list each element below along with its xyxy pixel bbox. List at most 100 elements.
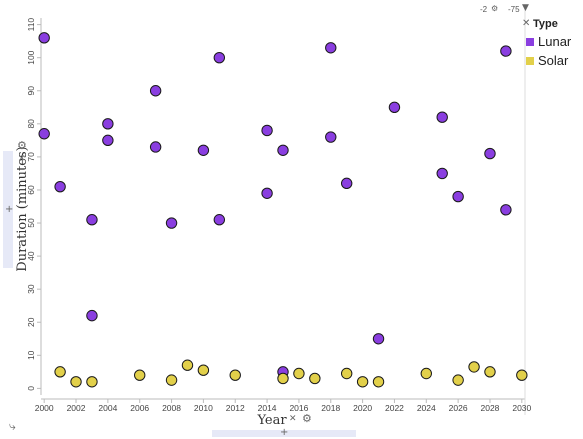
x-tick-label: 2016 [289,403,308,413]
data-point-solar[interactable] [356,376,369,388]
x-tick-label: 2012 [226,403,245,413]
legend-item-lunar[interactable]: Lunar [526,34,581,49]
y-tick-label: 40 [26,251,36,261]
data-point-solar[interactable] [70,376,82,388]
plus-icon[interactable]: + [280,427,289,438]
x-tick-label: 2022 [385,403,404,413]
data-point-solar[interactable] [229,369,241,381]
data-point-lunar[interactable] [38,128,50,140]
y-tick-label: 60 [26,185,36,195]
data-point-solar[interactable] [452,374,464,386]
axis-swap-icon[interactable]: ⤷ [9,419,16,433]
y-axis-title: Duration (minutes) [15,146,30,271]
y-tick-label: 20 [26,317,36,327]
data-point-solar[interactable] [165,374,178,386]
data-point-lunar[interactable] [500,204,512,216]
data-point-lunar[interactable] [436,111,448,123]
data-point-lunar[interactable] [54,180,66,193]
gear-icon[interactable]: ⚙ [302,412,312,425]
legend-swatch-lunar [526,37,534,46]
data-point-lunar[interactable] [165,217,178,229]
series-solar [54,359,528,388]
data-point-lunar[interactable] [500,45,512,57]
data-point-lunar[interactable] [86,309,98,322]
data-point-lunar[interactable] [149,141,162,153]
legend-label-solar: Solar [538,53,569,68]
data-point-solar[interactable] [372,376,385,388]
legend: Type Lunar Solar [526,18,581,68]
data-point-solar[interactable] [134,369,146,381]
y-axis-drag-bar[interactable] [3,151,13,268]
data-point-lunar[interactable] [149,85,162,97]
data-point-lunar[interactable] [102,118,114,130]
data-point-lunar[interactable] [340,177,353,190]
close-icon[interactable]: ✕ [289,414,297,424]
x-axis-drag-bar[interactable] [212,430,356,437]
y-tick-label: 10 [26,350,36,360]
data-point-lunar[interactable] [452,190,464,203]
data-point-lunar[interactable] [261,124,273,137]
y-tick-label: 80 [26,119,36,129]
y-tick-label: 110 [26,18,36,32]
data-point-solar[interactable] [277,372,289,385]
data-point-lunar[interactable] [213,51,226,64]
data-point-solar[interactable] [309,372,321,385]
x-tick-label: 2000 [35,403,54,413]
data-point-solar[interactable] [516,369,528,381]
data-points [38,32,528,388]
x-tick-label: 2004 [98,403,117,413]
x-tick-label: 2008 [162,403,181,413]
series-lunar [38,32,512,378]
top-left-value: -2 [480,5,488,14]
plus-icon[interactable]: + [5,204,14,215]
data-point-lunar[interactable] [372,333,385,345]
data-point-solar[interactable] [181,359,194,371]
x-tick-label: 2030 [512,403,531,413]
data-point-solar[interactable] [420,367,432,380]
x-axis-title: Year [256,413,287,428]
gear-icon[interactable]: ⚙ [491,4,499,13]
data-point-solar[interactable] [86,376,98,388]
y-tick-label: 90 [26,86,36,96]
x-tick-label: 2010 [194,403,213,413]
data-point-solar[interactable] [468,361,480,373]
y-tick-label: 100 [26,50,36,64]
data-point-lunar[interactable] [388,101,401,113]
close-icon[interactable]: ✕ [522,18,531,29]
y-tick-label: 70 [26,152,36,162]
x-tick-label: 2028 [481,403,500,413]
filter-icon[interactable]: ▼ [522,3,529,13]
data-point-lunar[interactable] [86,214,98,226]
legend-swatch-solar [526,56,534,65]
axes [40,8,526,415]
x-tick-label: 2006 [130,403,149,413]
data-point-lunar[interactable] [277,144,289,156]
data-point-lunar[interactable] [197,144,210,156]
data-point-lunar[interactable] [436,167,448,180]
legend-title: Type [533,18,558,30]
data-point-lunar[interactable] [325,131,337,143]
gear-icon[interactable]: ⚙ [17,139,27,152]
x-tick-label: 2024 [417,403,436,413]
x-tick-label: 2002 [67,403,86,413]
data-point-lunar[interactable] [261,187,273,199]
data-point-solar[interactable] [54,366,66,378]
close-icon[interactable]: ✕ [18,154,26,164]
data-point-lunar[interactable] [38,32,50,44]
data-point-lunar[interactable] [325,42,337,54]
data-point-solar[interactable] [340,367,353,380]
data-point-lunar[interactable] [213,214,226,226]
legend-item-solar[interactable]: Solar [526,53,581,68]
data-point-lunar[interactable] [102,134,114,147]
tick-labels: 2000 2002 2004 2006 2008 2010 2012 2014 2016 2018… [26,18,532,413]
y-tick-label: 30 [26,284,36,294]
data-point-solar[interactable] [484,366,496,378]
data-point-solar[interactable] [197,364,210,376]
data-point-lunar[interactable] [484,147,496,160]
x-tick-label: 2018 [321,403,340,413]
data-point-solar[interactable] [293,367,305,380]
top-right-value: -75 [508,5,520,14]
x-tick-label: 2020 [353,403,372,413]
x-tick-label: 2026 [449,403,468,413]
